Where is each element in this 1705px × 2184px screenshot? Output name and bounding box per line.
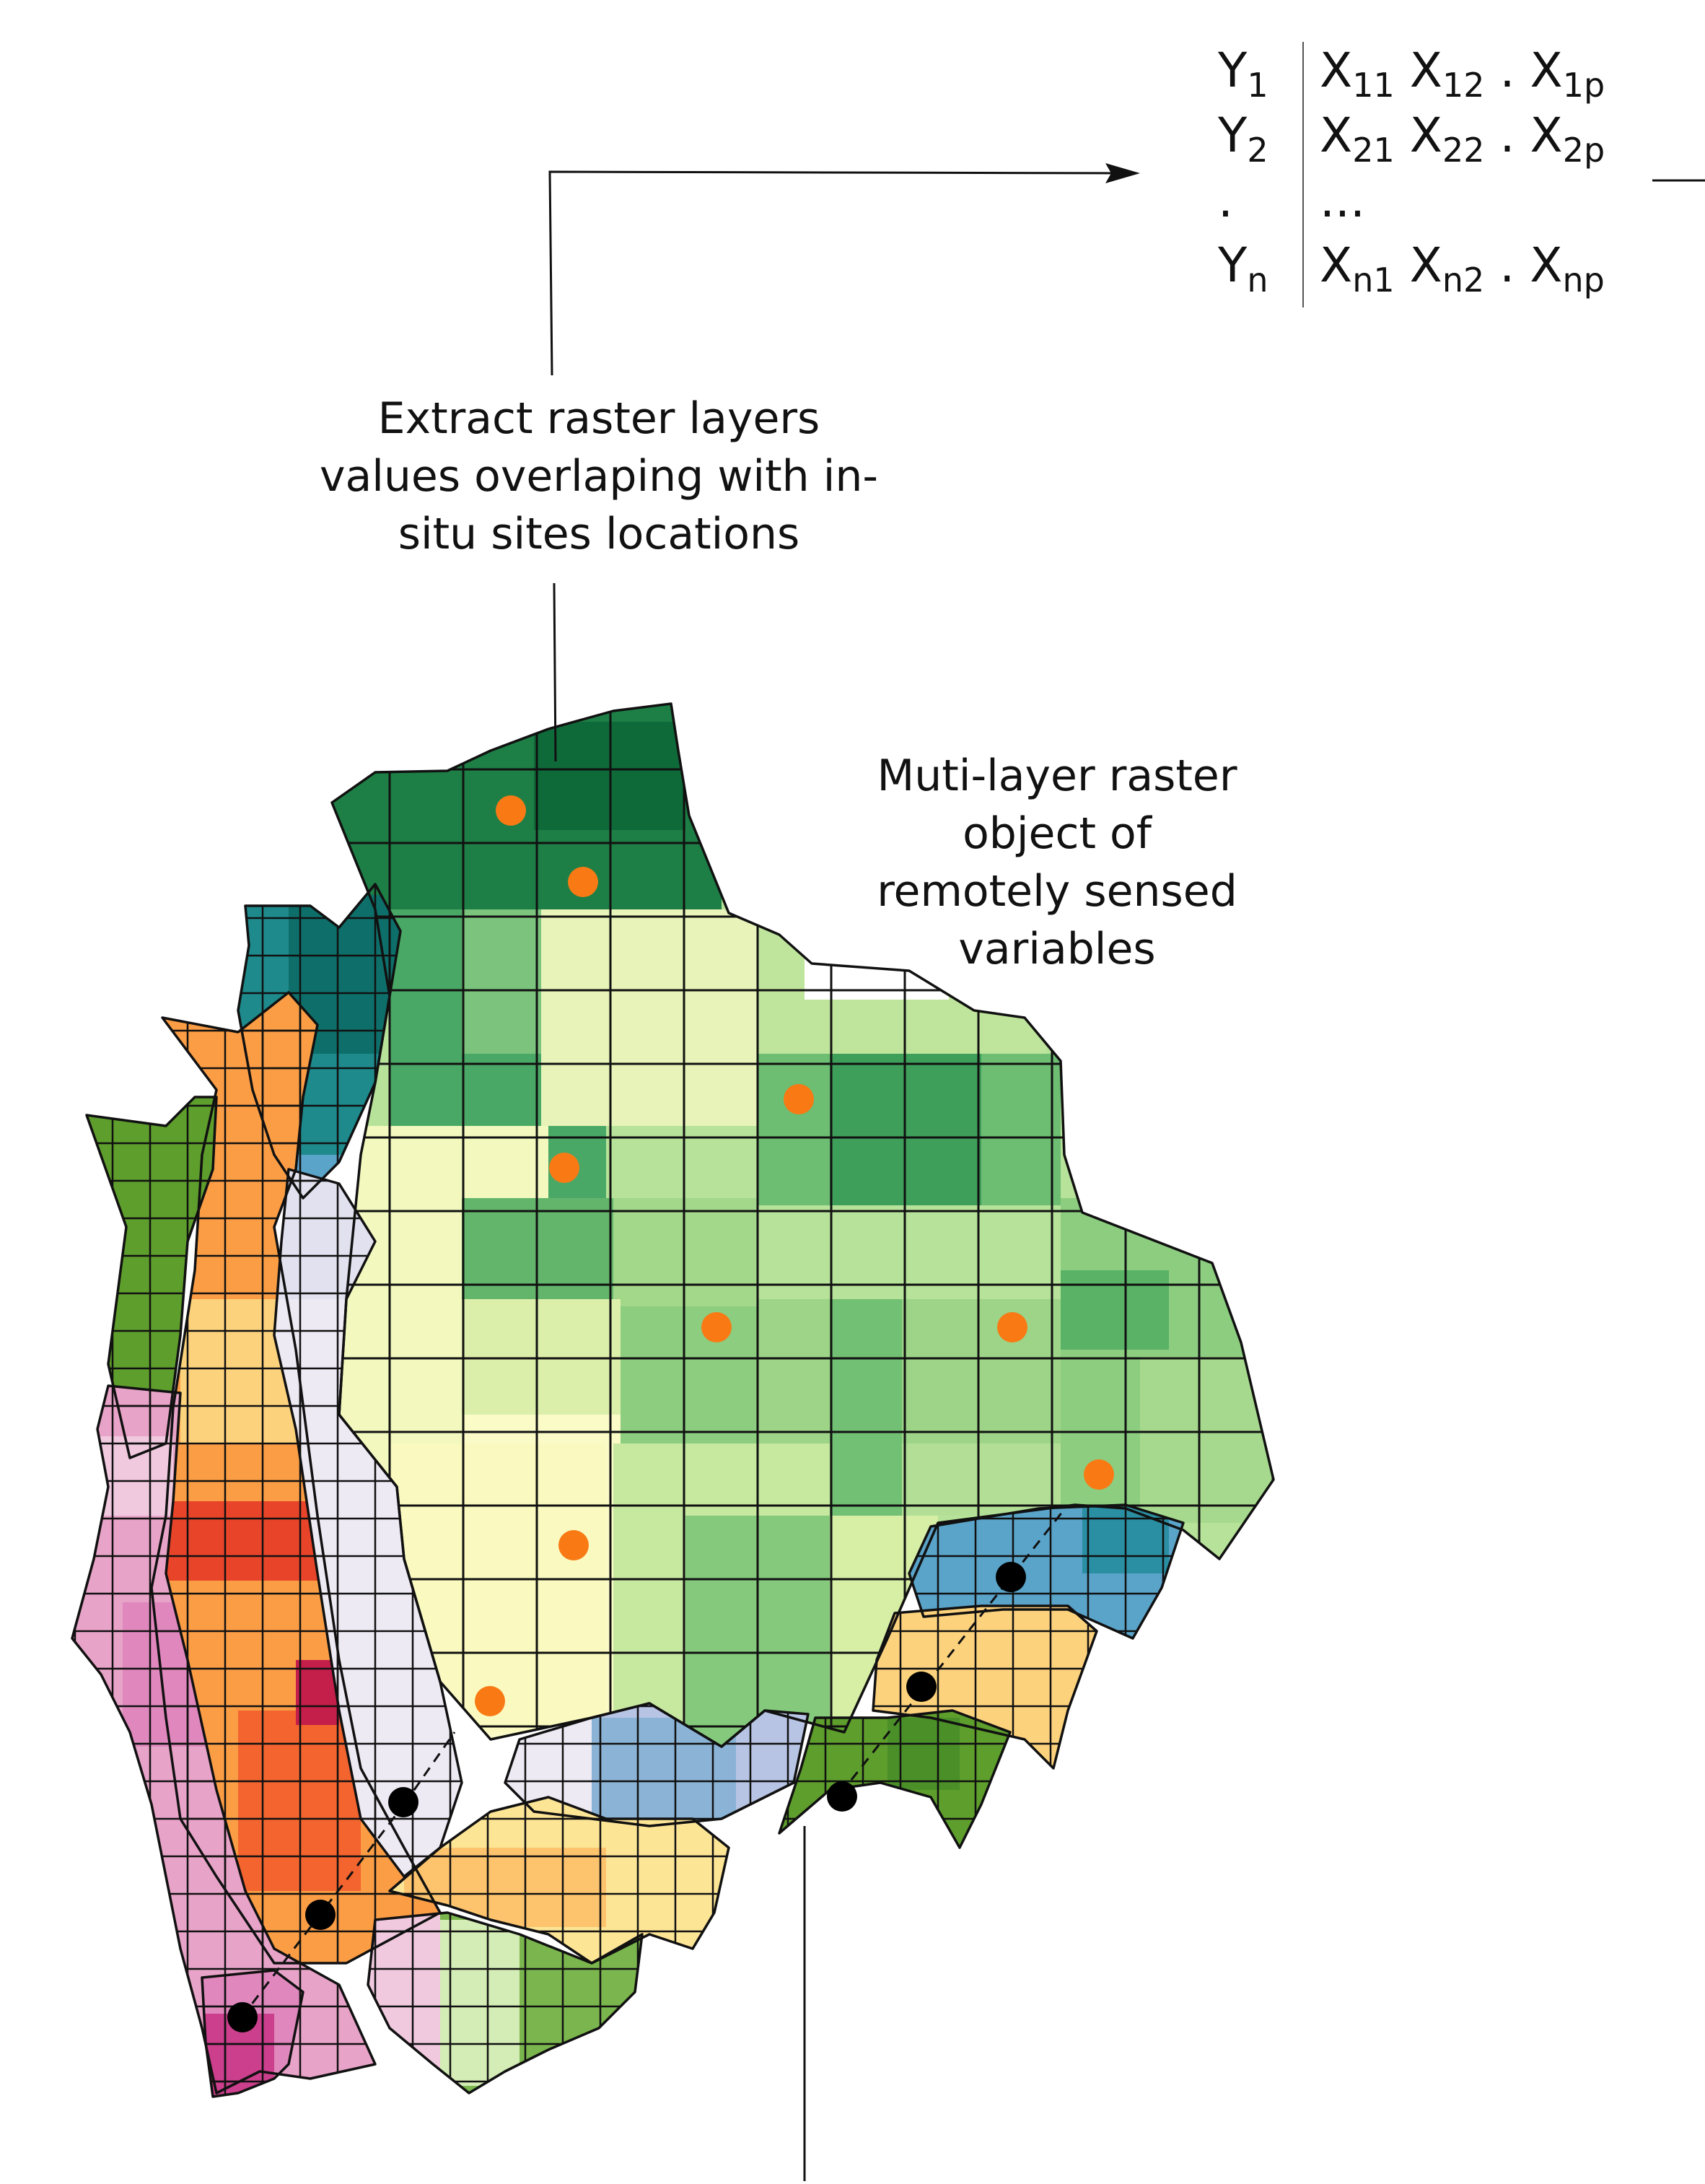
site-marker bbox=[784, 1084, 814, 1114]
insitu-marker bbox=[227, 2002, 258, 2032]
insitu-marker bbox=[388, 1787, 418, 1817]
region-outlines bbox=[71, 702, 1275, 2098]
arrow-head bbox=[1105, 163, 1140, 183]
site-marker bbox=[496, 795, 526, 826]
matrix-row: Yn Xn1 Xn2 . Xnp bbox=[1218, 237, 1605, 300]
extract-label-line3: situ sites locations bbox=[398, 509, 800, 559]
extract-label-line2: values overlaping with in- bbox=[319, 451, 879, 502]
insitu-marker bbox=[827, 1781, 857, 1812]
site-marker bbox=[475, 1686, 505, 1716]
raster-label-line4: variables bbox=[958, 924, 1156, 974]
matrix-row: Y2 X21 X22 . X2p bbox=[1218, 107, 1605, 170]
site-marker bbox=[701, 1312, 732, 1342]
region-grid bbox=[202, 1970, 303, 2097]
connectors bbox=[548, 170, 1705, 2181]
site-markers bbox=[475, 795, 1114, 1716]
transect-lines bbox=[240, 1504, 1069, 2018]
raster-label-line1: Muti-layer raster bbox=[877, 751, 1237, 801]
site-marker bbox=[558, 1530, 589, 1560]
matrix-row: . ... bbox=[1218, 172, 1365, 228]
site-marker bbox=[549, 1153, 579, 1183]
extract-label: Extract raster layers values overlaping … bbox=[281, 390, 916, 563]
insitu-marker bbox=[305, 1900, 336, 1930]
extract-label-line1: Extract raster layers bbox=[377, 393, 820, 444]
raster-label-line2: object of bbox=[963, 808, 1152, 859]
raster-label-line3: remotely sensed bbox=[877, 866, 1237, 917]
insitu-markers bbox=[227, 1562, 1026, 2032]
matrix-separator bbox=[1302, 42, 1304, 307]
insitu-marker bbox=[906, 1672, 937, 1702]
insitu-marker bbox=[996, 1562, 1026, 1592]
raster-label: Muti-layer raster object of remotely sen… bbox=[830, 747, 1284, 978]
site-marker bbox=[568, 867, 598, 897]
matrix-row: Y1 X11 X12 . X1p bbox=[1218, 42, 1605, 105]
site-marker bbox=[997, 1312, 1027, 1342]
data-matrix: Y1 X11 X12 . X1p Y2 X21 X22 . X2p . ... … bbox=[1218, 38, 1651, 297]
site-marker bbox=[1084, 1459, 1114, 1490]
